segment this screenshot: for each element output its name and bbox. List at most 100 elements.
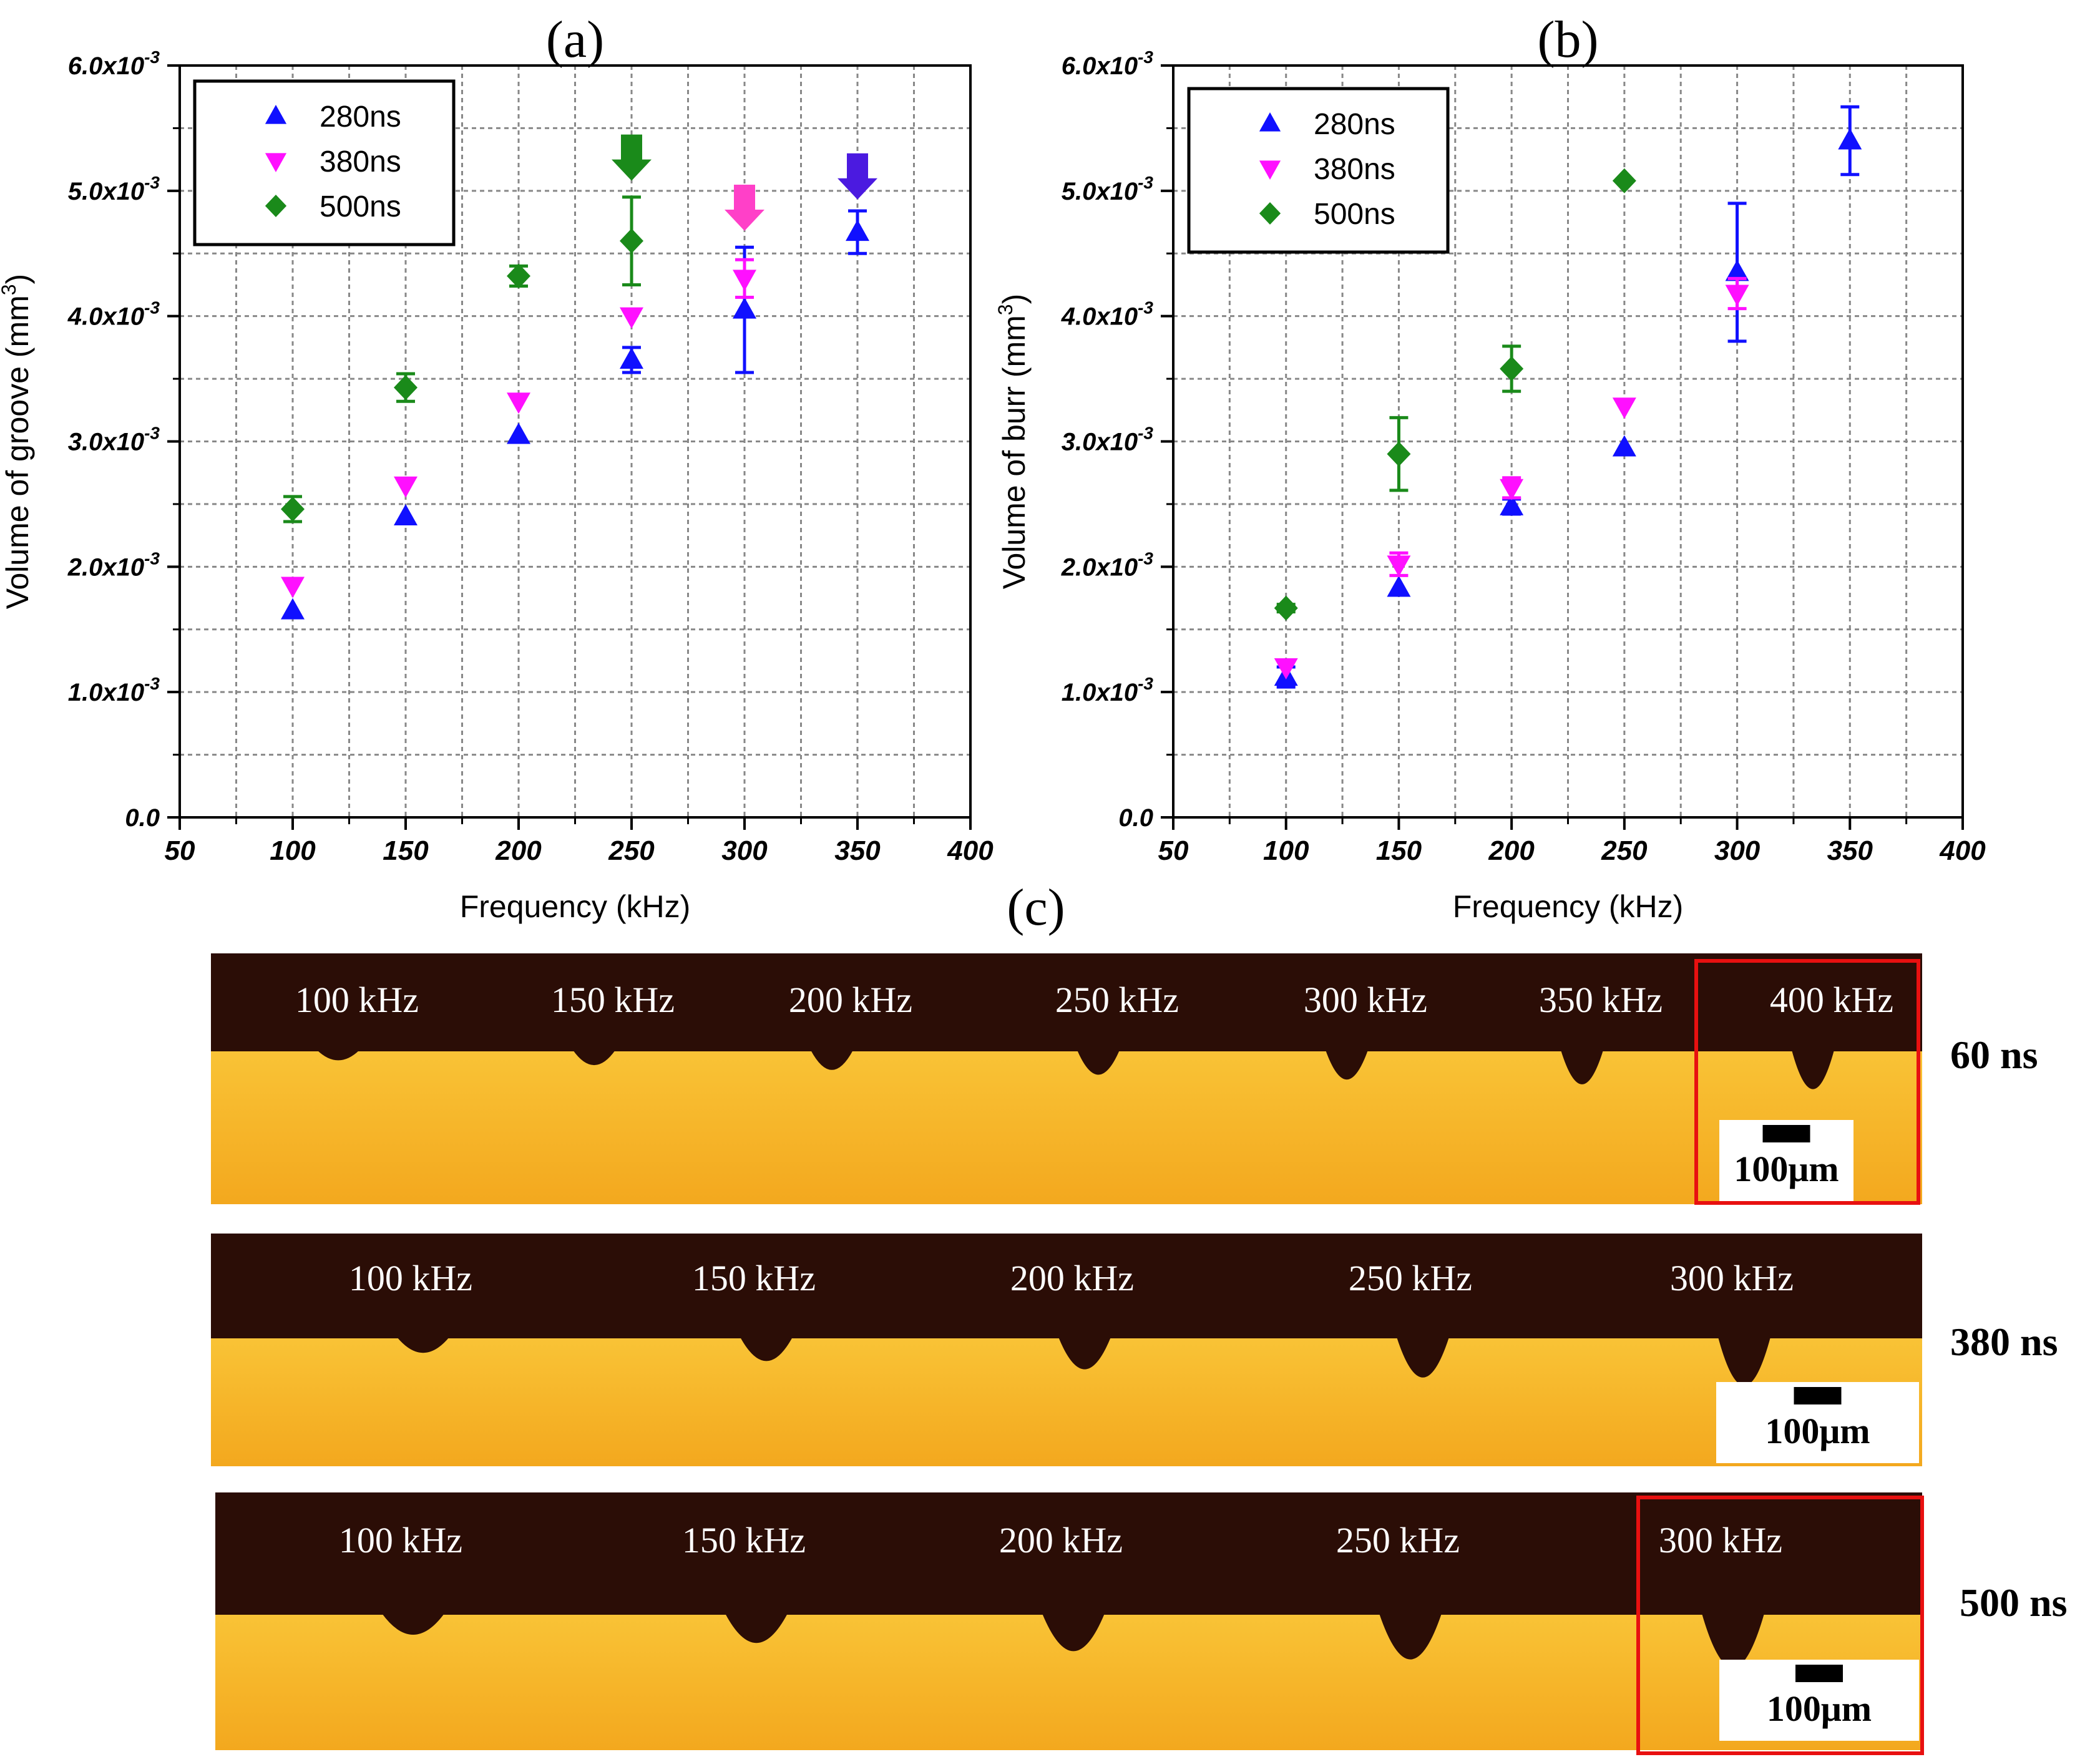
panel-label: (b) — [1538, 11, 1599, 69]
legend-label: 500ns — [320, 190, 401, 223]
data-point — [394, 375, 418, 401]
frequency-label: 350 kHz — [1539, 980, 1663, 1020]
data-point — [1612, 397, 1636, 419]
scale-bar — [1794, 1387, 1842, 1404]
y-tick-label: 5.0x10-3 — [1062, 173, 1154, 205]
legend: 280ns 380ns 500ns — [1187, 87, 1450, 254]
y-tick-label: 5.0x10-3 — [68, 173, 160, 205]
highlight-box — [1636, 1496, 1924, 1755]
y-tick-label: 3.0x10-3 — [68, 424, 160, 456]
micrograph-60-ns: 100 kHz 150 kHz 200 kHz 250 kHz 300 kHz 350 k… — [211, 953, 2038, 1205]
data-point — [620, 228, 643, 254]
highlight-box — [1694, 959, 1920, 1205]
data-point — [281, 577, 305, 598]
series-280ns — [1274, 105, 1862, 689]
data-point — [1274, 658, 1298, 679]
panel-label: (a) — [546, 11, 604, 69]
legend-marker — [265, 153, 287, 172]
legend-box — [193, 79, 456, 246]
data-point — [620, 347, 643, 369]
data-point — [733, 297, 756, 319]
legend-marker — [265, 195, 287, 217]
groove — [1718, 1337, 1770, 1386]
data-point — [281, 496, 305, 522]
data-point — [846, 220, 869, 241]
groove — [1077, 1050, 1120, 1075]
data-point — [394, 476, 418, 498]
x-axis-title: Frequency (kHz) — [460, 889, 691, 924]
chart-groove-volume: 50 100 150 200 250 300 350 400 0.0 1.0x10-3 2.0x10… — [0, 11, 994, 924]
legend-label: 280ns — [1314, 108, 1395, 141]
frequency-label: 200 kHz — [999, 1520, 1123, 1560]
data-point — [1500, 356, 1524, 382]
scale-bar-label: 100μm — [1767, 1688, 1872, 1729]
y-tick-label: 6.0x10-3 — [1062, 47, 1154, 80]
x-tick-label: 150 — [1376, 835, 1422, 866]
frequency-label: 200 kHz — [789, 980, 912, 1020]
series-380ns — [1274, 276, 1749, 679]
data-point — [1387, 575, 1411, 597]
groove — [573, 1050, 615, 1066]
x-tick-label: 50 — [165, 835, 195, 866]
arrow-down-icon — [725, 184, 764, 231]
y-tick-label: 3.0x10-3 — [1062, 424, 1154, 456]
frequency-label: 300 kHz — [1670, 1258, 1794, 1298]
x-tick-label: 300 — [1714, 835, 1761, 866]
data-point — [1612, 168, 1636, 193]
legend-label: 380ns — [320, 145, 401, 178]
series-380ns — [281, 258, 756, 598]
frequency-label: 300 kHz — [1304, 980, 1427, 1020]
x-tick-label: 100 — [1263, 835, 1309, 866]
data-point — [1725, 285, 1749, 306]
frequency-label: 200 kHz — [1010, 1258, 1134, 1298]
x-tick-label: 150 — [383, 835, 429, 866]
data-point — [281, 598, 305, 620]
data-point — [1500, 479, 1524, 500]
legend-label: 500ns — [1314, 198, 1395, 231]
arrow-down-icon — [838, 153, 877, 200]
legend-label: 280ns — [320, 100, 401, 134]
legend-marker — [1259, 202, 1281, 225]
series-280ns — [281, 209, 869, 620]
y-tick-label: 6.0x10-3 — [68, 47, 160, 80]
groove — [811, 1050, 853, 1070]
x-tick-label: 300 — [721, 835, 768, 866]
data-point — [394, 504, 418, 525]
groove — [1702, 1614, 1764, 1668]
material-surface — [211, 1051, 1922, 1204]
data-point — [620, 307, 643, 329]
panel-label: (c) — [1007, 879, 1065, 937]
y-tick-label: 0.0 — [1118, 804, 1153, 832]
micrograph-panel: (c) 100 kHz 150 kHz 200 kHz 250 kHz 300 kHz 35… — [211, 879, 2068, 1755]
frequency-label: 400 kHz — [1770, 980, 1893, 1020]
pulse-duration-label: 500 ns — [1960, 1580, 2068, 1625]
frequency-label: 300 kHz — [1659, 1520, 1782, 1560]
data-point — [1387, 555, 1411, 577]
frequency-label: 150 kHz — [692, 1258, 816, 1298]
y-tick-label: 2.0x10-3 — [1061, 548, 1154, 581]
groove — [1397, 1337, 1449, 1378]
data-point — [1612, 435, 1636, 457]
groove — [317, 1050, 359, 1061]
x-tick-label: 350 — [834, 835, 881, 866]
x-tick-label: 400 — [1939, 835, 1986, 866]
arrow-down-icon — [612, 134, 652, 181]
frequency-label: 150 kHz — [551, 980, 675, 1020]
frequency-label: 100 kHz — [349, 1258, 472, 1298]
legend-marker — [1259, 160, 1281, 180]
x-tick-label: 50 — [1158, 835, 1189, 866]
x-tick-label: 400 — [947, 835, 994, 866]
groove — [725, 1614, 788, 1643]
frequency-label: 100 kHz — [295, 980, 419, 1020]
frequency-label: 250 kHz — [1055, 980, 1179, 1020]
x-tick-label: 250 — [1601, 835, 1648, 866]
data-point — [1725, 260, 1749, 281]
groove — [1058, 1337, 1111, 1370]
legend-box — [1187, 87, 1450, 254]
legend: 280ns 380ns 500ns — [193, 79, 456, 246]
dark-background — [211, 953, 1922, 1051]
frequency-label: 150 kHz — [682, 1520, 806, 1560]
y-tick-label: 0.0 — [125, 804, 160, 832]
pulse-duration-label: 380 ns — [1950, 1320, 2058, 1364]
legend-marker — [265, 105, 287, 124]
